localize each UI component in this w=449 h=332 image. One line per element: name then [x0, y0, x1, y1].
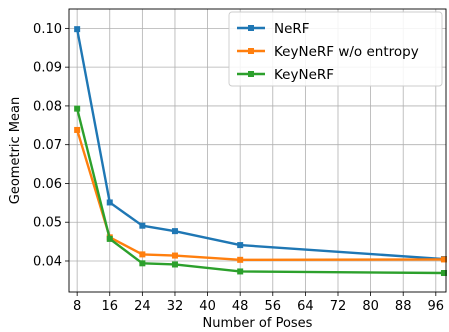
- legend-marker: [248, 48, 254, 54]
- x-tick-label: 16: [101, 299, 118, 314]
- data-point: [74, 26, 81, 33]
- data-point: [139, 251, 146, 258]
- legend-item: KeyNeRF: [237, 67, 334, 83]
- series-line: [75, 108, 444, 275]
- data-point: [139, 222, 146, 229]
- y-tick-label: 0.05: [33, 216, 62, 231]
- data-point: [237, 256, 244, 263]
- data-point: [171, 228, 178, 235]
- legend-item: NeRF: [237, 21, 310, 37]
- x-tick-label: 80: [362, 299, 379, 314]
- data-point: [74, 126, 81, 133]
- x-tick-label: 48: [232, 299, 249, 314]
- y-tick-label: 0.10: [33, 22, 62, 37]
- y-tick-label: 0.07: [33, 138, 62, 153]
- y-tick-label: 0.08: [33, 99, 62, 114]
- legend-box: [228, 11, 443, 87]
- data-point: [237, 268, 244, 275]
- x-tick-label: 40: [199, 299, 216, 314]
- data-point: [106, 235, 113, 242]
- x-tick-label: 56: [265, 299, 282, 314]
- data-point: [440, 256, 447, 263]
- series-2: [74, 105, 447, 277]
- x-axis: 8 16 24 32 40 48 56 64 72 80 88 96: [73, 292, 444, 314]
- legend-label: KeyNeRF: [274, 67, 334, 83]
- x-tick-label: 32: [167, 299, 184, 314]
- x-tick-label: 64: [297, 299, 314, 314]
- series-group: [74, 26, 447, 277]
- data-point: [171, 261, 178, 268]
- data-point: [74, 105, 81, 112]
- data-point: [106, 199, 113, 206]
- data-point: [171, 252, 178, 259]
- plot-frame: [68, 8, 447, 293]
- legend-label: KeyNeRF w/o entropy: [274, 44, 419, 60]
- x-axis-label: Number of Poses: [203, 316, 313, 331]
- data-point: [237, 242, 244, 249]
- data-point: [139, 260, 146, 267]
- y-tick-label: 0.09: [33, 61, 62, 76]
- x-tick-label: 24: [134, 299, 151, 314]
- x-tick-label: 88: [395, 299, 412, 314]
- legend-item: KeyNeRF w/o entropy: [237, 44, 419, 60]
- x-tick-label: 96: [428, 299, 445, 314]
- y-tick-label: 0.04: [33, 254, 62, 269]
- y-axis-label: Geometric Mean: [8, 97, 23, 204]
- y-tick-label: 0.06: [33, 177, 62, 192]
- data-point: [440, 270, 447, 277]
- x-tick-label: 72: [330, 299, 347, 314]
- legend-marker: [248, 25, 254, 31]
- x-tick-label: 8: [73, 299, 81, 314]
- legend: NeRF KeyNeRF w/o entropy KeyNeRF: [228, 11, 443, 87]
- legend-label: NeRF: [274, 21, 310, 37]
- series-line: [75, 28, 445, 261]
- legend-marker: [248, 71, 254, 77]
- y-axis: 0.04 0.05 0.06 0.07 0.08 0.09 0.10: [33, 22, 69, 269]
